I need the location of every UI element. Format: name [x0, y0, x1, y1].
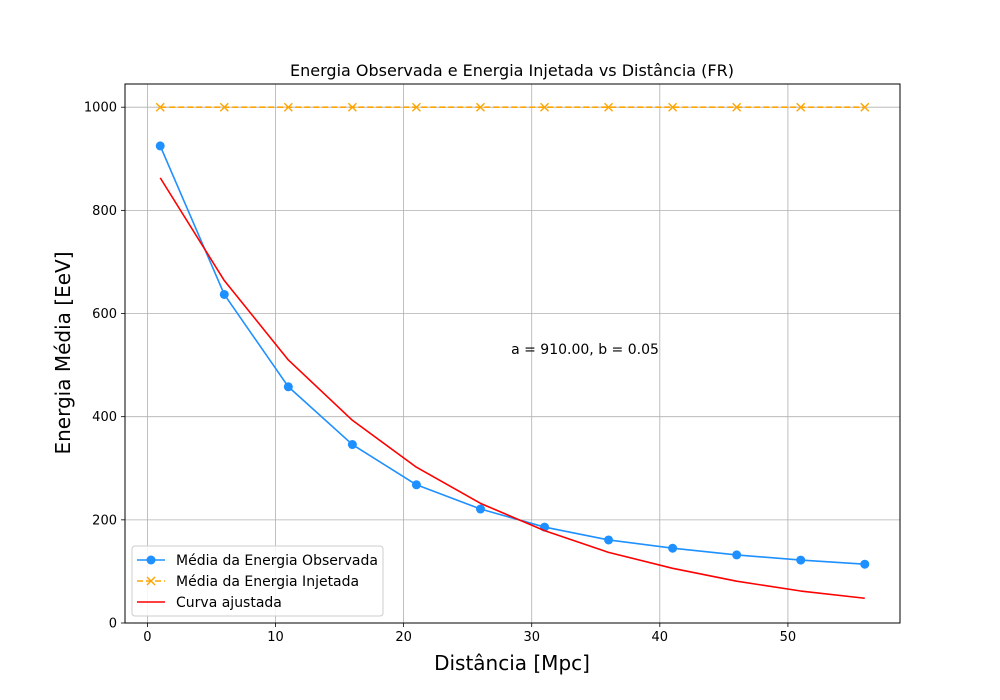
- x-marker-stroke: [604, 102, 614, 112]
- data-point-observed: [283, 382, 293, 392]
- y-axis-label: Energia Média [EeV]: [51, 251, 75, 454]
- fit-parameters-annotation: a = 910.00, b = 0.05: [511, 342, 659, 358]
- data-point-observed: [155, 141, 165, 151]
- y-tick-label: 200: [92, 513, 117, 528]
- data-point-injected: [283, 102, 293, 112]
- legend-marker-observed: [146, 555, 156, 565]
- data-point-observed: [604, 535, 614, 545]
- data-point-injected: [475, 102, 485, 112]
- data-point-injected: [732, 102, 742, 112]
- data-point-observed: [475, 504, 485, 514]
- plot-series: [155, 102, 870, 600]
- data-point-injected: [604, 102, 614, 112]
- x-marker-stroke: [475, 102, 485, 112]
- x-tick-label: 0: [143, 630, 151, 645]
- x-marker-stroke: [732, 102, 742, 112]
- y-tick-label: 800: [92, 204, 117, 219]
- data-point-injected: [155, 102, 165, 112]
- x-axis-label: Distância [Mpc]: [434, 651, 590, 675]
- x-marker-stroke: [796, 102, 806, 112]
- data-point-injected: [219, 102, 229, 112]
- x-marker-stroke: [860, 102, 870, 112]
- y-axis-ticks: 0 200 400 600 800 1000: [84, 101, 125, 632]
- data-point-injected: [796, 102, 806, 112]
- x-tick-label: 10: [267, 630, 284, 645]
- data-point-observed: [668, 543, 678, 553]
- data-point-injected: [540, 102, 550, 112]
- x-marker-stroke: [219, 102, 229, 112]
- data-point-injected: [347, 102, 357, 112]
- series-line-fit: [159, 177, 865, 600]
- x-tick-label: 30: [523, 630, 540, 645]
- y-tick-label: 0: [109, 617, 117, 632]
- data-point-observed: [347, 440, 357, 450]
- chart-title: Energia Observada e Energia Injetada vs …: [290, 61, 734, 80]
- y-tick-label: 600: [92, 307, 117, 322]
- x-tick-label: 20: [395, 630, 412, 645]
- data-point-injected: [668, 102, 678, 112]
- data-point-injected: [860, 102, 870, 112]
- data-point-observed: [732, 550, 742, 560]
- legend-label-observed: Média da Energia Observada: [176, 553, 378, 569]
- series-line-observed: [159, 145, 865, 565]
- plot-frame: [124, 83, 901, 624]
- data-point-observed: [860, 559, 870, 569]
- data-point-observed: [219, 289, 229, 299]
- legend-marker-injected: [146, 576, 156, 586]
- data-point-observed: [411, 480, 421, 490]
- x-tick-label: 50: [780, 630, 797, 645]
- x-marker-stroke: [155, 102, 165, 112]
- data-point-injected: [411, 102, 421, 112]
- grid: [125, 84, 900, 624]
- legend-box: [131, 545, 384, 617]
- legend-label-injected: Média da Energia Injetada: [176, 574, 359, 590]
- y-tick-label: 400: [92, 410, 117, 425]
- x-marker-stroke: [668, 102, 678, 112]
- legend-label-fit: Curva ajustada: [176, 595, 282, 611]
- x-marker-stroke: [347, 102, 357, 112]
- legend: Média da Energia Observada Média da Ener…: [131, 545, 384, 617]
- x-axis-ticks: 0 10 20 30 40 50: [143, 623, 796, 645]
- data-point-observed: [796, 555, 806, 565]
- x-marker-stroke: [411, 102, 421, 112]
- y-tick-label: 1000: [84, 101, 117, 116]
- x-marker-stroke: [283, 102, 293, 112]
- x-tick-label: 40: [652, 630, 669, 645]
- x-marker-stroke: [540, 102, 550, 112]
